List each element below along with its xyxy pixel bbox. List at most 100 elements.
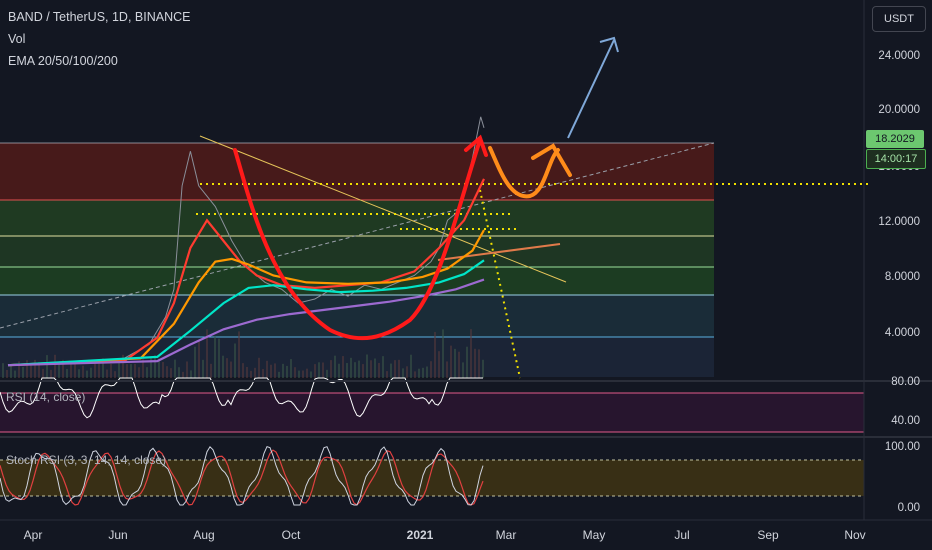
volume-bar xyxy=(438,351,440,378)
volume-bar xyxy=(418,368,420,378)
volume-bar xyxy=(70,363,72,378)
volume-bar xyxy=(126,364,128,378)
volume-bar xyxy=(378,362,380,378)
stoch-pane xyxy=(0,445,864,506)
volume-bar xyxy=(274,363,276,378)
volume-bar xyxy=(458,351,460,378)
volume-bar xyxy=(266,360,268,378)
volume-bar xyxy=(426,366,428,378)
volume-bar xyxy=(214,336,216,378)
stoch-tick: 100.00 xyxy=(884,441,920,453)
projection-arrowhead xyxy=(531,143,572,177)
volume-bar xyxy=(482,359,484,378)
volume-bar xyxy=(102,358,104,378)
volume-bar xyxy=(30,363,32,378)
current-price-tag: 18.2029 xyxy=(866,130,924,148)
annotations xyxy=(233,36,619,341)
volume-bar xyxy=(302,370,304,378)
rsi-label: RSI (14, close) xyxy=(6,390,86,404)
volume-bar xyxy=(54,354,56,378)
x-tick: Nov xyxy=(844,528,866,542)
volume-bar xyxy=(402,368,404,378)
volume-bar xyxy=(310,371,312,378)
target-arrow xyxy=(567,39,615,139)
volume-bar xyxy=(254,367,256,378)
volume-bar xyxy=(74,362,76,378)
volume-bar xyxy=(318,362,320,378)
volume-bar xyxy=(106,369,108,378)
volume-bar xyxy=(270,364,272,378)
x-tick: Aug xyxy=(193,528,215,542)
volume-bar xyxy=(122,354,124,378)
volume-bar xyxy=(194,346,196,378)
y-tick: 12.0000 xyxy=(878,216,920,228)
volume-bar xyxy=(130,364,132,378)
volume-bar xyxy=(470,329,472,378)
volume-bar xyxy=(50,369,52,378)
volume-bar xyxy=(178,367,180,378)
volume-bar xyxy=(362,364,364,378)
volume-bar xyxy=(294,367,296,378)
volume-bar xyxy=(314,364,316,378)
volume-bar xyxy=(286,365,288,378)
volume-bar xyxy=(62,359,64,378)
volume-bar xyxy=(262,369,264,378)
currency-button[interactable]: USDT xyxy=(872,6,926,32)
volume-bar xyxy=(450,345,452,378)
volume-bar xyxy=(326,369,328,378)
volume-bar xyxy=(354,362,356,378)
volume-bar xyxy=(142,358,144,378)
volume-bar xyxy=(114,371,116,378)
volume-bar xyxy=(98,361,100,378)
x-tick: Mar xyxy=(495,528,517,542)
volume-bar xyxy=(170,368,172,378)
volume-bar xyxy=(334,355,336,378)
volume-bar xyxy=(394,360,396,378)
volume-bar xyxy=(234,343,236,378)
volume-bar xyxy=(410,354,412,378)
volume-bar xyxy=(462,362,464,378)
x-tick: 2021 xyxy=(406,528,434,542)
volume-bar xyxy=(6,369,8,378)
y-tick: 24.0000 xyxy=(878,50,920,62)
bar-countdown: 14:00:17 xyxy=(866,149,926,169)
volume-bar xyxy=(46,355,48,378)
volume-bar xyxy=(166,366,168,378)
volume-bar xyxy=(210,363,212,378)
volume-bar xyxy=(330,360,332,378)
volume-bar xyxy=(14,370,16,378)
volume-bar xyxy=(338,363,340,378)
volume-bar xyxy=(250,370,252,378)
volume-bar xyxy=(454,348,456,378)
volume-bar xyxy=(202,359,204,378)
volume-bar xyxy=(150,356,152,378)
y-tick: 8.0000 xyxy=(884,271,920,283)
volume-bar xyxy=(258,357,260,378)
volume-bar xyxy=(22,366,24,378)
y-tick: 20.0000 xyxy=(878,104,920,116)
volume-bar xyxy=(278,371,280,378)
volume-bar xyxy=(182,371,184,378)
volume-bar xyxy=(158,358,160,378)
volume-bar xyxy=(382,356,384,378)
volume-bar xyxy=(442,329,444,378)
volume-bar xyxy=(478,349,480,378)
volume-bar xyxy=(342,356,344,378)
volume-bar xyxy=(238,331,240,378)
volume-bar xyxy=(66,368,68,378)
volume-bar xyxy=(2,363,4,378)
volume-bars xyxy=(2,329,484,378)
volume-bar xyxy=(94,363,96,378)
volume-bar xyxy=(226,358,228,378)
x-tick: Sep xyxy=(757,528,779,542)
volume-bar xyxy=(78,369,80,378)
x-tick: Apr xyxy=(23,528,43,542)
volume-bar xyxy=(242,363,244,378)
y-tick: 4.0000 xyxy=(884,327,920,339)
volume-bar xyxy=(246,366,248,378)
volume-bar xyxy=(306,368,308,378)
cup-arrowhead xyxy=(464,134,488,157)
volume-bar xyxy=(34,359,36,378)
volume-bar xyxy=(218,338,220,378)
